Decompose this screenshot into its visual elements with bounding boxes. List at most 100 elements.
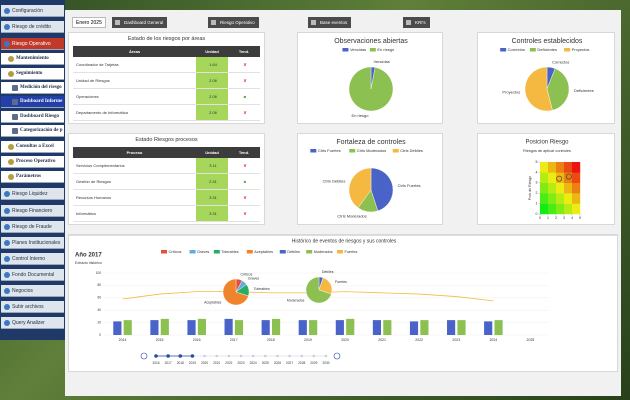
x-tick-label: 2019 [304,338,312,342]
x-tick-label: 2014 [119,338,127,342]
timeline-dot[interactable] [288,354,291,358]
bar [150,320,159,335]
legend-swatch [161,250,167,254]
nav-button[interactable]: Base eventos [308,17,352,28]
next-button[interactable] [333,352,341,360]
menu-item[interactable]: Riesgo Liquidez [1,188,64,200]
table-row: Coordinador de Tarjetas 1.64 ✘ [73,57,260,73]
cell: Unidad de Riesgos [73,72,196,89]
x-tick-label: 2021 [378,338,386,342]
unit-cell: 2.06 [196,88,228,105]
bar [494,320,503,335]
menu-item[interactable]: Parámetros [1,171,64,183]
menu-item[interactable]: Mantenimiento [1,53,64,65]
table: Proceso Unidad Tend. Servicios Complementar… [73,147,260,222]
menu-item[interactable]: Control Interno [1,253,64,265]
header-row: Proceso Unidad Tend. [73,147,260,158]
heat-cell [572,203,581,215]
prev-button[interactable] [140,352,148,360]
timeline-dot[interactable] [227,354,231,358]
trend-cell: ✘ [228,104,260,121]
menu-item[interactable]: Categorización de p [1,125,64,137]
period-select[interactable]: Enero 2025 [72,17,106,28]
menu-item[interactable]: Configuración [1,5,64,17]
pie-slice [348,167,372,209]
column-header: Unidad [196,147,228,158]
x-tick-label: 4 [571,216,573,220]
pie-slice [524,66,553,112]
menu-item[interactable]: Medición del riesgo [1,82,64,94]
legend-label: Ctrls Moderados [357,148,386,153]
menu-item[interactable]: Negocios [1,285,64,297]
menu-item[interactable]: Dashboard Informe [1,96,64,108]
bar [447,320,456,335]
timeline-label: 2029 [310,361,317,365]
menu-item[interactable]: Fondo Documental [1,269,64,281]
chart: Histórico de eventos de riesgos y sus co… [68,234,618,372]
menu-item[interactable]: Riesgo de crédito [1,21,64,33]
menu-item[interactable]: Riesgo Operativo [1,38,64,50]
x-tick-label: 3 [563,216,565,220]
menu-item[interactable]: Subir archivos [1,301,64,313]
bar [224,318,233,335]
bar [309,320,318,335]
heat-cell [572,162,581,173]
menu-item[interactable]: Planes Institucionales [1,237,64,249]
menu-item[interactable]: Seguimiento [1,68,64,80]
nav-button[interactable]: KRI's [403,17,430,28]
heat-cell [540,203,549,215]
legend-swatch [246,250,253,254]
x-tick-label: 2015 [156,338,164,342]
menu-item[interactable]: Dashboard Riesgo [1,111,64,123]
nav-button[interactable]: Dashboard General [112,17,168,28]
timeline-dot[interactable] [203,354,206,358]
menu-item[interactable]: Query Analizer [1,317,64,329]
trend-cell: ■ [228,173,260,190]
timeline-dot[interactable] [251,354,255,358]
timeline-dot[interactable] [312,354,316,358]
chart-subtitle: Riesgos de aplicar controles [523,149,571,153]
timeline-dot[interactable] [300,354,304,358]
menu-item[interactable]: Riesgo de Fraude [1,221,64,233]
timeline-dot[interactable] [215,354,219,358]
timeline-label: 2017 [165,361,172,365]
slice-label: Graves [248,276,260,280]
timeline-dot[interactable] [166,354,170,358]
timeline-label: 2025 [262,361,269,365]
menu-item[interactable]: Consultas a Excel [1,141,64,153]
legend-swatch [349,149,356,153]
timeline-dot[interactable] [324,354,328,358]
pie-slice [305,276,332,304]
x-tick-label: 2024 [489,338,497,342]
slice-label: Críticos [240,272,252,276]
slice-label: Moderados [287,299,305,303]
timeline-dot[interactable] [263,354,267,358]
x-tick-label: 2020 [341,338,349,342]
timeline-dot[interactable] [154,354,158,358]
table-row: Departamento de Informática 2.06 ✘ [73,104,260,121]
pie-slice [222,278,249,306]
bar [298,320,307,335]
slice-label: Correctos [552,60,569,65]
menu-item[interactable]: Riesgo Financiero [1,205,64,217]
timeline-dot[interactable] [239,354,243,358]
timeline-label: 2019 [189,361,196,365]
timeline-dot[interactable] [190,354,195,358]
legend-label: Aceptables [254,250,273,254]
chart-note: Extracto histórico [75,261,102,265]
timeline-label: 2028 [298,361,305,365]
timeline-label: 2023 [237,361,244,365]
nav-button[interactable]: Riesgo Operativo [208,17,259,28]
table-row: Operaciones 2.06 ■ [73,88,260,105]
table-title: Estado Riesgos procesos [135,137,198,143]
heat-cell [540,172,549,183]
heat-cell [556,162,565,173]
heat-cell [540,162,549,173]
timeline-dot[interactable] [178,354,183,358]
timeline-dot[interactable] [276,354,279,358]
menu-item[interactable]: Proceso Operativo [1,156,64,168]
heat-cell [572,172,581,183]
trend-cell: ✘ [228,72,260,89]
bar [271,318,281,335]
cell: Gestión de Riesgos [73,173,196,190]
